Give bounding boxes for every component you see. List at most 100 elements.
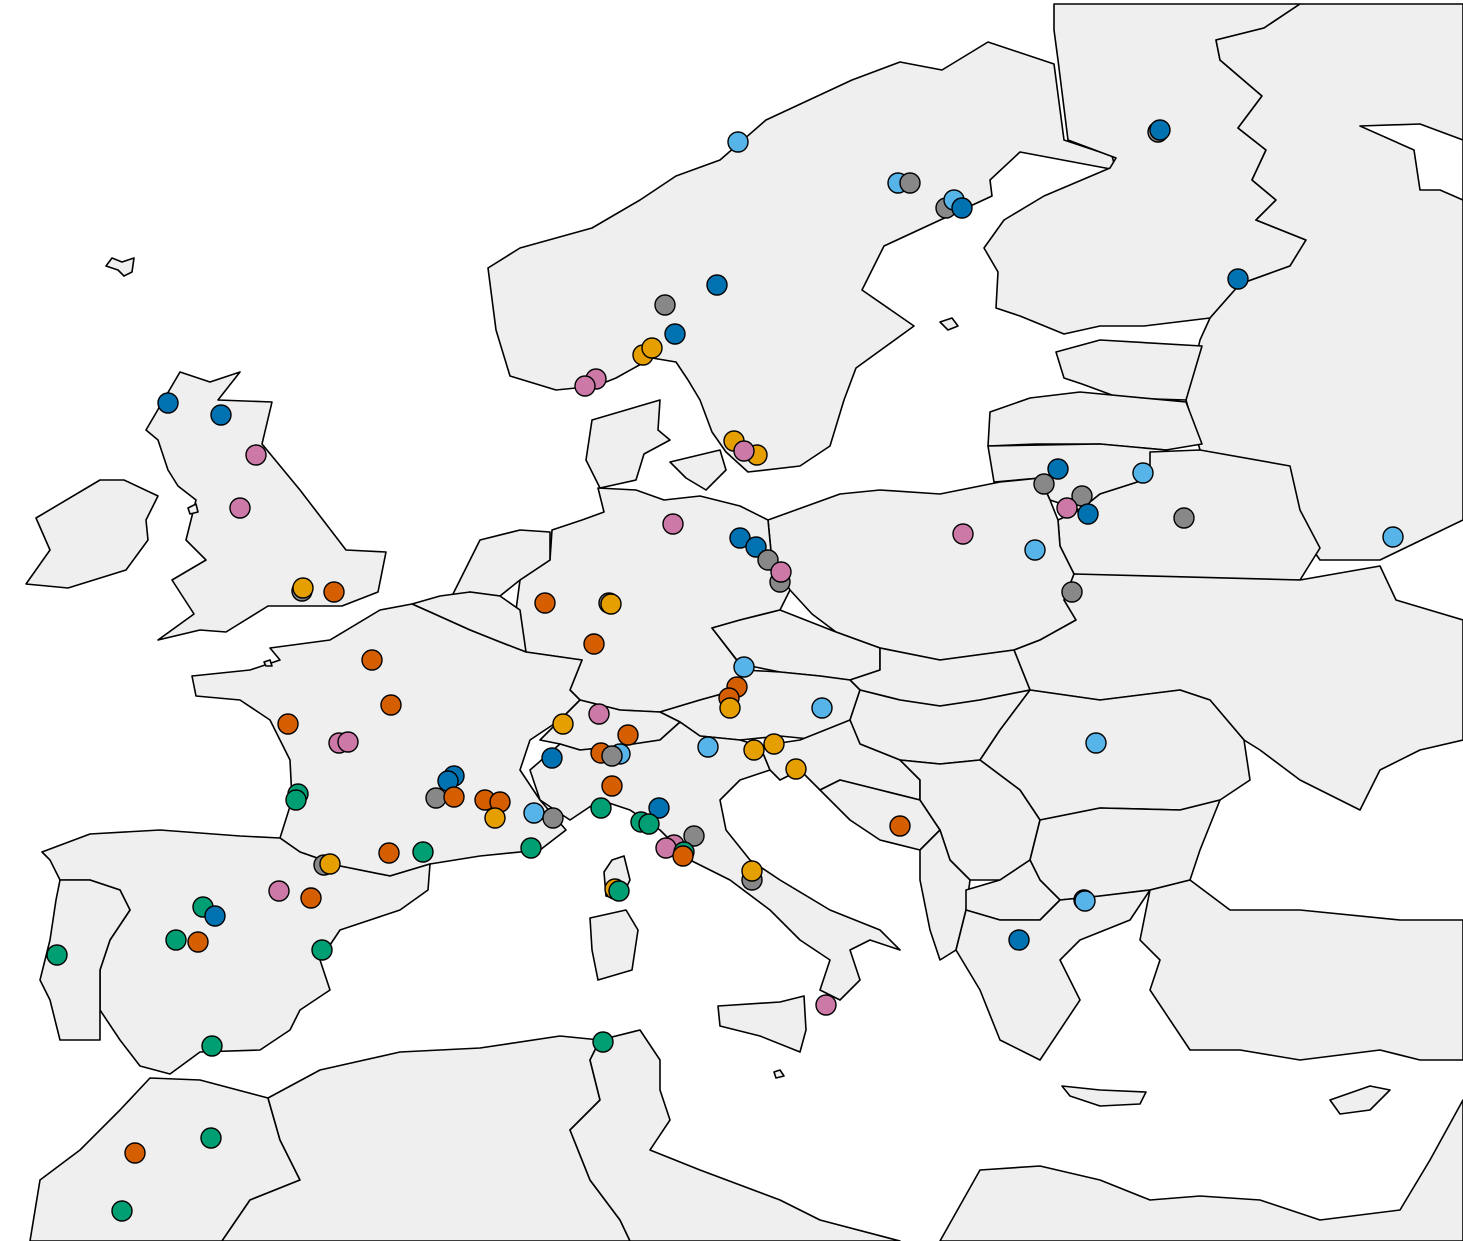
map-marker-vermillion[interactable]: [672, 845, 694, 867]
map-marker-gray[interactable]: [1061, 581, 1083, 603]
map-marker-orange[interactable]: [319, 853, 341, 875]
denmark-zealand: [669, 449, 727, 491]
map-marker-gray[interactable]: [683, 825, 705, 847]
map-marker-gray[interactable]: [425, 787, 447, 809]
cyprus: [1329, 1085, 1391, 1115]
map-marker-orange[interactable]: [741, 860, 763, 882]
map-marker-pink[interactable]: [229, 497, 251, 519]
map-marker-dark-blue[interactable]: [541, 747, 563, 769]
map-marker-gray[interactable]: [1173, 507, 1195, 529]
gotland: [939, 317, 959, 331]
map-marker-green[interactable]: [592, 1031, 614, 1053]
map-marker-sky-blue[interactable]: [1382, 526, 1404, 548]
map-marker-dark-blue[interactable]: [1047, 458, 1069, 480]
map-marker-pink[interactable]: [952, 523, 974, 545]
map-marker-dark-blue[interactable]: [648, 797, 670, 819]
map-marker-orange[interactable]: [719, 697, 741, 719]
russia-northeast: [1185, 3, 1463, 561]
map-marker-orange[interactable]: [552, 713, 574, 735]
map-marker-gray[interactable]: [542, 807, 564, 829]
map-marker-vermillion[interactable]: [124, 1142, 146, 1164]
map-marker-dark-blue[interactable]: [1077, 503, 1099, 525]
map-marker-green[interactable]: [46, 944, 68, 966]
map-marker-orange[interactable]: [763, 733, 785, 755]
map-marker-green[interactable]: [285, 789, 307, 811]
algeria: [221, 1035, 631, 1241]
kola-inlet-water: [1359, 123, 1463, 201]
map-marker-pink[interactable]: [662, 513, 684, 535]
map-marker-dark-blue[interactable]: [706, 274, 728, 296]
map-marker-gray[interactable]: [1033, 473, 1055, 495]
map-marker-vermillion[interactable]: [583, 633, 605, 655]
map-marker-green[interactable]: [165, 929, 187, 951]
map-marker-green[interactable]: [111, 1200, 133, 1222]
map-marker-pink[interactable]: [770, 561, 792, 583]
points-layer: [46, 119, 1404, 1222]
map-marker-dark-blue[interactable]: [1008, 929, 1030, 951]
tunisia-libya: [569, 1029, 901, 1241]
map-marker-vermillion[interactable]: [601, 775, 623, 797]
turkey: [1139, 879, 1463, 1061]
map-marker-vermillion[interactable]: [361, 649, 383, 671]
map-marker-sky-blue[interactable]: [697, 736, 719, 758]
map-marker-green[interactable]: [311, 939, 333, 961]
map-marker-orange[interactable]: [292, 577, 314, 599]
map-marker-pink[interactable]: [733, 440, 755, 462]
map-marker-dark-blue[interactable]: [1227, 268, 1249, 290]
map-marker-vermillion[interactable]: [300, 887, 322, 909]
map-marker-orange[interactable]: [484, 807, 506, 829]
map-marker-pink[interactable]: [588, 703, 610, 725]
map-marker-green[interactable]: [200, 1127, 222, 1149]
map-marker-dark-blue[interactable]: [729, 527, 751, 549]
map-marker-pink[interactable]: [337, 731, 359, 753]
map-marker-orange[interactable]: [600, 593, 622, 615]
estonia: [1055, 339, 1203, 401]
map-marker-vermillion[interactable]: [277, 713, 299, 735]
map-marker-green[interactable]: [201, 1035, 223, 1057]
map-marker-green[interactable]: [590, 797, 612, 819]
map-marker-gray[interactable]: [601, 745, 623, 767]
map-marker-dark-blue[interactable]: [210, 404, 232, 426]
ukraine: [1013, 565, 1463, 811]
map-marker-sky-blue[interactable]: [727, 131, 749, 153]
map-marker-green[interactable]: [608, 880, 630, 902]
map-marker-gray[interactable]: [899, 172, 921, 194]
map-marker-pink[interactable]: [815, 994, 837, 1016]
map-marker-dark-blue[interactable]: [951, 197, 973, 219]
map-marker-vermillion[interactable]: [617, 724, 639, 746]
denmark: [585, 399, 671, 489]
map-marker-dark-blue[interactable]: [1149, 119, 1171, 141]
map-marker-green[interactable]: [412, 841, 434, 863]
map-marker-sky-blue[interactable]: [1085, 732, 1107, 754]
map-marker-pink[interactable]: [268, 880, 290, 902]
map-marker-vermillion[interactable]: [889, 815, 911, 837]
map-marker-green[interactable]: [520, 837, 542, 859]
map-marker-sky-blue[interactable]: [733, 656, 755, 678]
malta: [773, 1069, 785, 1079]
map-marker-gray[interactable]: [654, 294, 676, 316]
map-marker-orange[interactable]: [785, 758, 807, 780]
map-marker-sky-blue[interactable]: [811, 697, 833, 719]
channel-islands: [263, 659, 273, 667]
map-marker-dark-blue[interactable]: [664, 323, 686, 345]
map-marker-sky-blue[interactable]: [1024, 539, 1046, 561]
map-marker-pink[interactable]: [1056, 497, 1078, 519]
map-marker-dark-blue[interactable]: [204, 905, 226, 927]
map-marker-dark-blue[interactable]: [157, 392, 179, 414]
portugal: [39, 879, 131, 1041]
map-marker-orange[interactable]: [641, 337, 663, 359]
map-marker-vermillion[interactable]: [443, 786, 465, 808]
map-marker-pink[interactable]: [245, 444, 267, 466]
map-marker-green[interactable]: [638, 813, 660, 835]
great-britain: [145, 371, 387, 641]
map-marker-vermillion[interactable]: [380, 694, 402, 716]
map-marker-pink[interactable]: [574, 375, 596, 397]
map-marker-sky-blue[interactable]: [1074, 890, 1096, 912]
map-marker-vermillion[interactable]: [534, 592, 556, 614]
map-marker-sky-blue[interactable]: [523, 802, 545, 824]
map-marker-vermillion[interactable]: [323, 581, 345, 603]
map-marker-vermillion[interactable]: [378, 842, 400, 864]
map-marker-sky-blue[interactable]: [1132, 462, 1154, 484]
map-marker-orange[interactable]: [743, 739, 765, 761]
map-marker-vermillion[interactable]: [187, 931, 209, 953]
